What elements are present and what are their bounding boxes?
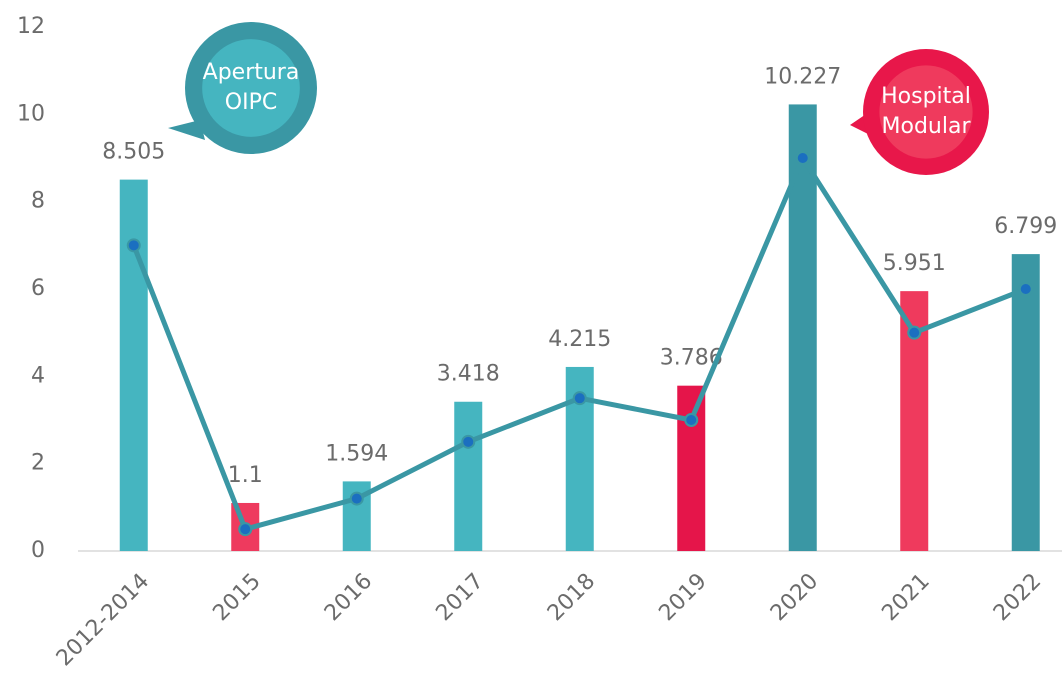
x-tick-label: 2012-2014 <box>52 569 154 671</box>
x-tick-label: 2022 <box>989 569 1046 626</box>
line-marker <box>461 434 476 449</box>
x-tick-label: 2018 <box>543 569 600 626</box>
y-tick-label: 8 <box>31 189 45 214</box>
callout-text: Hospital <box>881 84 971 109</box>
callout-text: OIPC <box>225 90 277 115</box>
line-marker <box>907 325 922 340</box>
value-label: 3.418 <box>437 362 500 387</box>
value-label: 4.215 <box>548 327 611 352</box>
x-tick-label: 2017 <box>431 569 488 626</box>
line-marker <box>126 238 141 253</box>
x-tick-label: 2015 <box>208 569 265 626</box>
value-label: 6.799 <box>994 214 1057 239</box>
callout-inner <box>879 65 973 159</box>
line-marker <box>1018 282 1033 296</box>
callout-text: Modular <box>882 114 972 139</box>
callout: Apertura OIPC <box>168 22 317 154</box>
y-tick-label: 4 <box>31 363 45 388</box>
y-tick-label: 10 <box>17 101 45 126</box>
value-label: 1.1 <box>228 463 263 488</box>
callout-inner <box>202 39 300 137</box>
callout: Hospital Modular <box>850 49 989 175</box>
y-tick-label: 0 <box>31 538 45 563</box>
bar <box>1011 254 1040 551</box>
x-tick-label: 2016 <box>320 569 377 626</box>
value-label: 5.951 <box>883 251 946 276</box>
bar <box>454 401 483 551</box>
line-marker <box>572 391 587 406</box>
callout-tail <box>168 120 205 140</box>
line-marker <box>795 151 810 165</box>
value-label: 1.594 <box>325 441 388 466</box>
y-tick-label: 12 <box>17 14 45 39</box>
x-tick-label: 2019 <box>654 569 711 626</box>
line-marker <box>349 491 364 506</box>
y-tick-label: 6 <box>31 276 45 301</box>
line-marker <box>238 522 253 537</box>
line-marker <box>684 413 699 427</box>
bar <box>119 179 148 552</box>
value-label: 10.227 <box>764 64 841 89</box>
value-label: 8.505 <box>102 140 165 165</box>
x-tick-label: 2020 <box>766 569 823 626</box>
bar <box>677 385 706 551</box>
callout-text: Apertura <box>203 60 300 85</box>
x-tick-label: 2021 <box>877 569 934 626</box>
y-tick-label: 2 <box>31 451 45 476</box>
